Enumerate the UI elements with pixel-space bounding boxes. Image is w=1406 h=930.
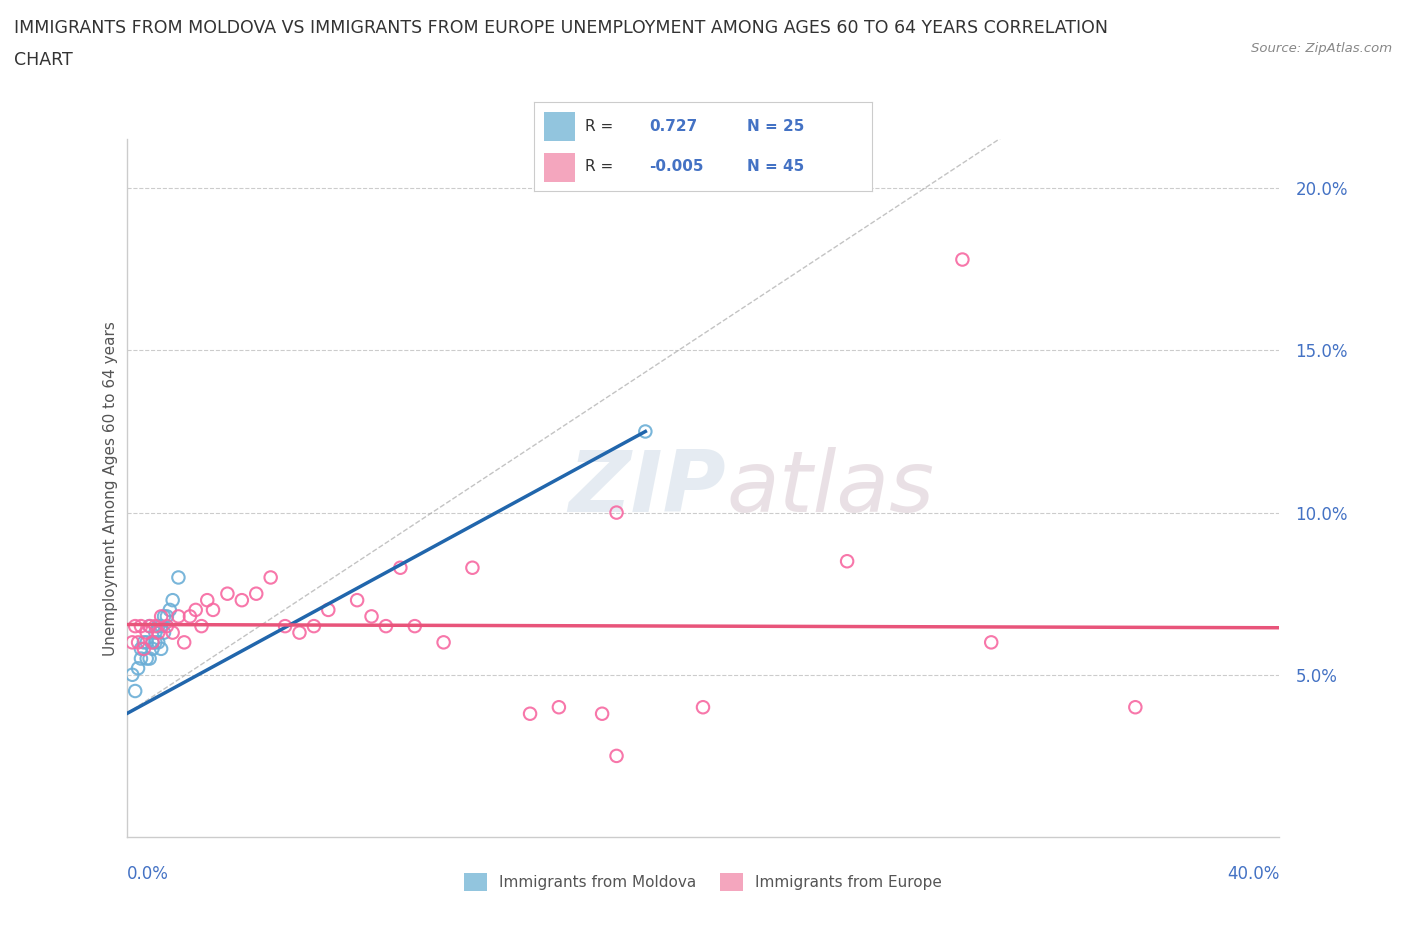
Point <box>129 618 152 633</box>
Point <box>519 706 541 721</box>
Point <box>145 618 166 633</box>
Point <box>145 635 166 650</box>
Point <box>346 592 368 607</box>
Point <box>150 618 173 633</box>
Text: IMMIGRANTS FROM MOLDOVA VS IMMIGRANTS FROM EUROPE UNEMPLOYMENT AMONG AGES 60 TO : IMMIGRANTS FROM MOLDOVA VS IMMIGRANTS FR… <box>14 19 1108 36</box>
Point <box>190 618 212 633</box>
Point <box>433 635 456 650</box>
Point <box>389 560 412 575</box>
Point <box>202 603 225 618</box>
Text: 0.0%: 0.0% <box>127 865 169 883</box>
Legend: Immigrants from Moldova, Immigrants from Europe: Immigrants from Moldova, Immigrants from… <box>457 865 949 899</box>
Text: R =: R = <box>585 119 613 134</box>
Point <box>138 651 160 666</box>
Point <box>302 618 325 633</box>
Point <box>318 603 340 618</box>
Point <box>150 642 173 657</box>
Point <box>980 635 1002 650</box>
Point <box>167 570 190 585</box>
Text: N = 25: N = 25 <box>747 119 804 134</box>
Point <box>135 625 157 640</box>
Text: atlas: atlas <box>725 446 934 530</box>
Point <box>159 603 181 618</box>
FancyBboxPatch shape <box>544 153 575 182</box>
Point <box>179 609 201 624</box>
Point <box>148 625 170 640</box>
Text: ZIP: ZIP <box>568 446 725 530</box>
Point <box>950 252 973 267</box>
FancyBboxPatch shape <box>544 112 575 141</box>
Point <box>461 560 484 575</box>
Point <box>173 635 195 650</box>
Point <box>145 625 166 640</box>
Point <box>129 642 152 657</box>
Point <box>124 684 146 698</box>
Text: 0.727: 0.727 <box>650 119 697 134</box>
Text: Source: ZipAtlas.com: Source: ZipAtlas.com <box>1251 42 1392 55</box>
Point <box>605 749 627 764</box>
Point <box>129 651 152 666</box>
Point <box>132 635 155 650</box>
Point <box>835 553 858 568</box>
Point <box>150 609 173 624</box>
Point <box>217 586 239 601</box>
Point <box>121 635 143 650</box>
Text: CHART: CHART <box>14 51 73 69</box>
Point <box>141 635 163 650</box>
Point <box>1123 699 1146 714</box>
Point <box>138 618 160 633</box>
Point <box>127 661 149 676</box>
Point <box>167 609 190 624</box>
Point <box>132 642 155 657</box>
Point <box>259 570 281 585</box>
Point <box>692 699 714 714</box>
Point <box>374 618 398 633</box>
Text: R =: R = <box>585 159 613 174</box>
Point <box>245 586 267 601</box>
Point <box>153 625 176 640</box>
Point <box>605 505 627 520</box>
Point <box>231 592 253 607</box>
Point <box>148 618 170 633</box>
Point <box>153 609 176 624</box>
Point <box>404 618 426 633</box>
Point <box>288 625 311 640</box>
Point <box>184 603 207 618</box>
Point <box>148 635 170 650</box>
Point <box>548 699 571 714</box>
Point <box>634 424 657 439</box>
Point <box>127 635 149 650</box>
Point <box>274 618 297 633</box>
Point <box>360 609 382 624</box>
Point <box>135 635 157 650</box>
Point <box>162 592 184 607</box>
Point <box>138 618 160 633</box>
Point <box>135 651 157 666</box>
Text: 40.0%: 40.0% <box>1227 865 1279 883</box>
Point <box>162 625 184 640</box>
Point <box>124 618 146 633</box>
Y-axis label: Unemployment Among Ages 60 to 64 years: Unemployment Among Ages 60 to 64 years <box>103 321 118 656</box>
Point <box>141 635 163 650</box>
Point <box>591 706 613 721</box>
Point <box>156 618 179 633</box>
Point <box>195 592 218 607</box>
Text: -0.005: -0.005 <box>650 159 703 174</box>
Text: N = 45: N = 45 <box>747 159 804 174</box>
Point <box>121 668 143 683</box>
Point <box>156 609 179 624</box>
Point <box>141 642 163 657</box>
